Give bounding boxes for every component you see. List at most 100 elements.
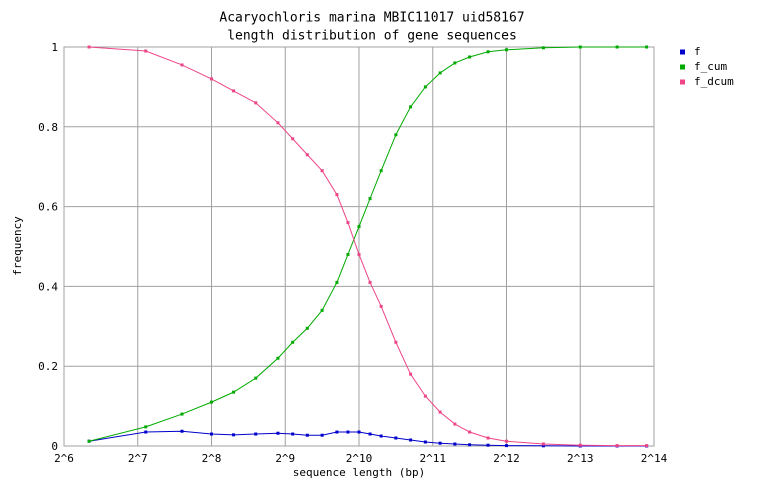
data-point: [232, 89, 236, 93]
data-point: [615, 45, 619, 49]
data-point: [645, 45, 649, 49]
data-point: [423, 85, 427, 89]
data-point: [394, 436, 398, 440]
series-line: [89, 46, 647, 447]
data-point: [505, 439, 508, 443]
y-tick-label: 0.8: [38, 121, 58, 134]
data-point: [276, 121, 280, 125]
y-axis-label: frequency: [11, 216, 24, 276]
x-tick-label: 2^12: [493, 452, 520, 465]
data-point: [254, 376, 258, 380]
legend-label: f: [694, 45, 701, 58]
legend-label: f_dcum: [694, 75, 734, 88]
data-point: [357, 252, 361, 256]
series-line: [88, 430, 647, 447]
legend-marker: [680, 79, 685, 85]
data-point: [210, 77, 213, 81]
data-point: [254, 101, 258, 105]
data-point: [409, 372, 413, 376]
x-tick-label: 2^9: [275, 452, 295, 465]
data-point: [335, 430, 339, 434]
data-point: [210, 400, 213, 404]
data-point: [291, 432, 295, 436]
x-tick-label: 2^8: [202, 452, 222, 465]
data-point: [357, 225, 361, 229]
data-point: [468, 55, 472, 59]
data-point: [379, 434, 383, 438]
data-point: [486, 443, 490, 447]
chart-title: Acaryochloris marina MBIC11017 uid58167: [219, 11, 524, 26]
data-point: [305, 326, 309, 330]
x-tick-label: 2^7: [128, 452, 148, 465]
data-point: [453, 61, 457, 65]
data-point: [254, 432, 258, 436]
data-point: [320, 169, 324, 173]
data-point: [541, 46, 545, 50]
data-point: [486, 50, 490, 54]
data-point: [346, 221, 350, 225]
data-point: [438, 71, 442, 75]
x-tick-label: 2^13: [567, 452, 594, 465]
chart-subtitle: length distribution of gene sequences: [227, 29, 517, 44]
y-tick-label: 1: [51, 41, 58, 54]
data-point: [210, 432, 213, 436]
data-point: [409, 438, 413, 442]
data-point: [423, 440, 427, 444]
data-point: [368, 432, 372, 436]
y-tick-label: 0: [51, 440, 58, 453]
data-point: [87, 439, 91, 443]
data-point: [368, 197, 372, 201]
x-tick-label: 2^11: [420, 452, 447, 465]
data-point: [144, 425, 148, 429]
data-point: [320, 433, 324, 437]
plot-frame: [63, 46, 655, 447]
y-tick-label: 0.6: [38, 201, 58, 214]
data-point: [305, 153, 309, 157]
legend-marker: [680, 64, 685, 70]
data-point: [346, 252, 350, 256]
data-point: [541, 442, 545, 446]
series-line: [88, 46, 647, 442]
data-point: [232, 390, 236, 394]
data-point: [368, 280, 372, 284]
data-point: [335, 193, 339, 197]
data-point: [615, 444, 619, 448]
data-point: [486, 436, 490, 440]
y-tick-label: 0.4: [38, 280, 58, 293]
data-point: [394, 340, 398, 344]
data-point: [394, 133, 398, 137]
data-point: [468, 443, 472, 447]
data-point: [276, 356, 280, 360]
data-point: [379, 304, 383, 308]
y-tick-label: 0.2: [38, 360, 58, 373]
legend-label: f_cum: [694, 60, 727, 73]
data-point: [505, 48, 508, 52]
x-axis-label: sequence length (bp): [293, 466, 425, 479]
data-point: [87, 45, 91, 49]
data-point: [291, 137, 295, 141]
data-point: [645, 444, 649, 448]
data-point: [505, 444, 508, 448]
x-tick-label: 2^10: [346, 452, 373, 465]
data-point: [578, 45, 582, 49]
data-point: [180, 429, 184, 433]
data-point: [541, 444, 545, 448]
data-point: [335, 280, 339, 284]
data-point: [276, 431, 280, 435]
x-tick-label: 2^6: [54, 452, 74, 465]
data-point: [453, 442, 457, 446]
data-point: [423, 394, 427, 398]
data-point: [438, 441, 442, 445]
data-point: [409, 105, 413, 109]
data-point: [232, 433, 236, 437]
data-point: [320, 308, 324, 312]
data-point: [291, 340, 295, 344]
data-point: [144, 430, 148, 434]
data-point: [305, 433, 309, 437]
data-point: [144, 49, 148, 53]
data-point: [468, 430, 472, 434]
data-point: [578, 443, 582, 447]
data-point: [180, 412, 184, 416]
data-point: [346, 430, 350, 434]
